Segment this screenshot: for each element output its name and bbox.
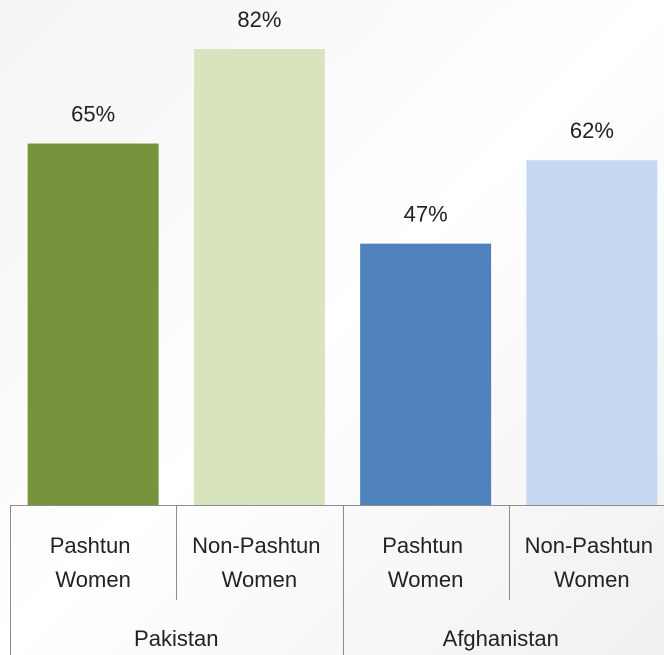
value-label: 82%: [237, 7, 281, 32]
bar: [360, 243, 492, 505]
value-label: 65%: [71, 102, 115, 127]
group-label: Pakistan: [134, 626, 218, 651]
group-label: Afghanistan: [443, 626, 559, 651]
bar: [27, 143, 159, 505]
category-label: Pashtun Women: [382, 533, 469, 592]
value-label: 47%: [404, 202, 448, 227]
category-label: Pashtun Women: [50, 533, 137, 592]
value-label: 62%: [570, 118, 614, 143]
category-label: Non-Pashtun Women: [525, 533, 660, 592]
bar: [526, 160, 658, 505]
bar: [193, 49, 325, 505]
category-label: Non-Pashtun Women: [192, 533, 327, 592]
